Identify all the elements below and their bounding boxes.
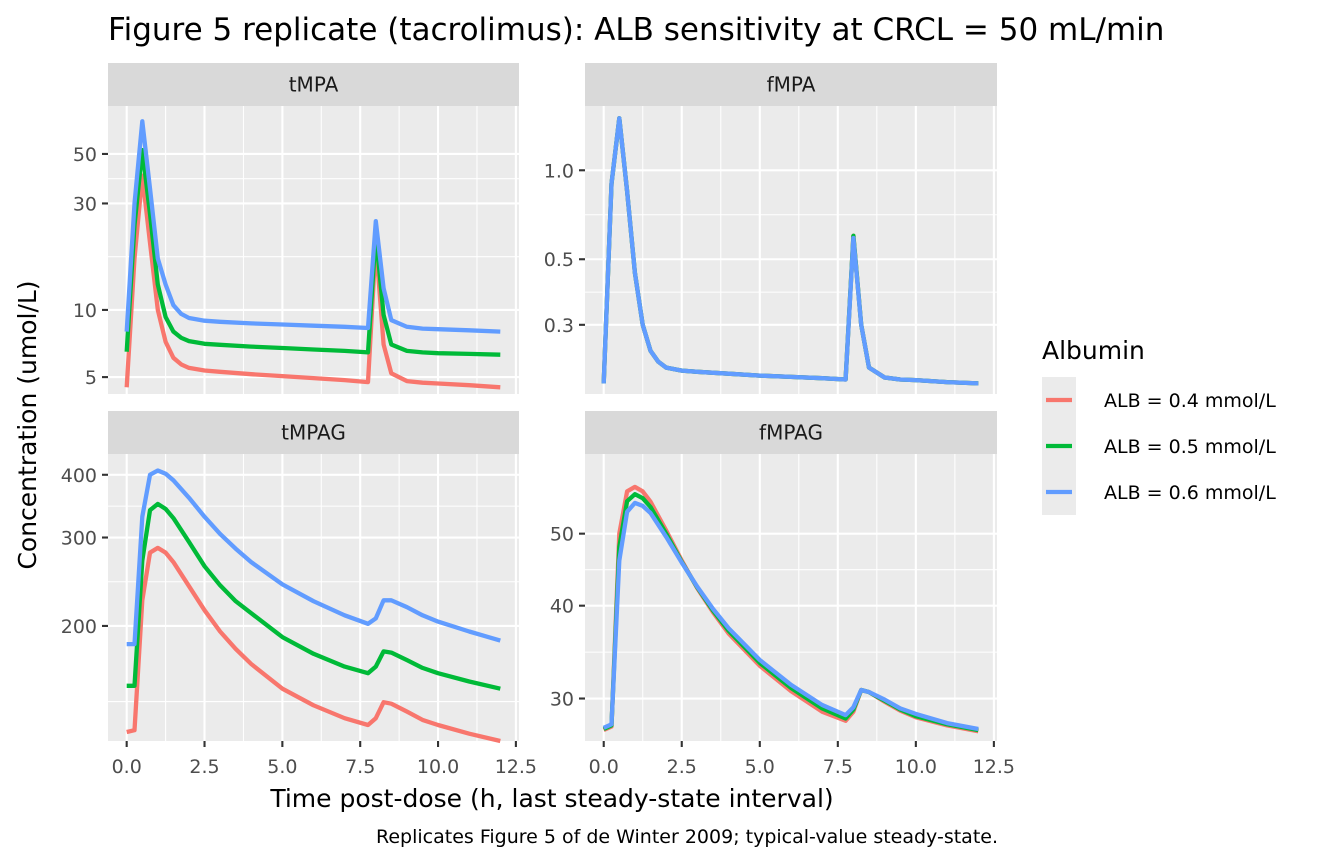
facet-strip	[585, 411, 997, 454]
x-tick-label: 5.0	[267, 756, 297, 778]
y-tick-label: 5	[85, 367, 97, 389]
legend-item: ALB = 0.6 mmol/L	[1042, 469, 1276, 515]
series-line-tMPAG-0.6	[126, 468, 501, 647]
x-tick-label: 7.5	[823, 756, 853, 778]
y-tick-label: 40	[550, 596, 574, 618]
y-tick-label: 1.0	[544, 160, 574, 182]
facet-strip-label: fMPA	[767, 73, 816, 97]
x-tick-label: 10.0	[895, 756, 937, 778]
y-tick-label: 10	[73, 300, 97, 322]
series-line-tMPAG-0.5	[126, 501, 501, 691]
x-tick-label: 0.0	[589, 756, 619, 778]
facet-strip-label: tMPAG	[281, 421, 346, 445]
x-tick-label: 12.5	[973, 756, 1015, 778]
legend-item: ALB = 0.5 mmol/L	[1042, 423, 1276, 469]
series-line-tMPA-0.6	[124, 119, 501, 334]
y-tick-label: 30	[73, 193, 97, 215]
x-tick-label: 2.5	[667, 756, 697, 778]
facet-strip-label: fMPAG	[759, 421, 823, 445]
x-axis-title: Time post-dose (h, last steady-state int…	[269, 784, 833, 813]
facet-strip	[585, 63, 997, 106]
x-tick-label: 10.0	[417, 756, 459, 778]
facet-strip	[108, 411, 519, 454]
y-tick-label: 400	[61, 465, 97, 487]
x-tick-label: 0.0	[112, 756, 142, 778]
facet-strip-label: tMPA	[289, 73, 339, 97]
panel-background	[585, 106, 997, 394]
x-tick-label: 2.5	[189, 756, 219, 778]
series-line-fMPAG-0.6	[602, 500, 979, 732]
y-tick-label: 50	[550, 524, 574, 546]
x-tick-label: 12.5	[495, 756, 537, 778]
facet-strip	[108, 63, 519, 106]
facet-panel-tMPA: tMPA 5 10 30 50	[73, 63, 519, 403]
series-line-tMPAG-0.4	[126, 545, 501, 744]
series-line-tMPA-0.4	[124, 173, 501, 390]
y-tick-label: 300	[61, 528, 97, 550]
y-axis-title: Concentration (umol/L)	[13, 280, 42, 569]
legend-item: ALB = 0.4 mmol/L	[1042, 377, 1276, 423]
legend-label: ALB = 0.4 mmol/L	[1104, 390, 1276, 412]
y-tick-label: 0.3	[544, 315, 574, 337]
legend-label: ALB = 0.6 mmol/L	[1104, 482, 1276, 504]
panel-background	[108, 454, 519, 741]
y-tick-label: 30	[550, 689, 574, 711]
series-line-tMPA-0.5	[124, 147, 501, 357]
facet-panels: tMPA 5 10 30 50 fMPA 0.3 0.5 1.0 tMPAG 200 300 400 0.…	[61, 63, 1015, 778]
chart-caption: Replicates Figure 5 of de Winter 2009; t…	[376, 826, 998, 848]
y-tick-label: 50	[73, 144, 97, 166]
facet-panel-tMPAG: tMPAG 200 300 400 0.0 2.5 5.0 7.5 10.0 12.5	[61, 411, 537, 778]
legend-label: ALB = 0.5 mmol/L	[1104, 436, 1276, 458]
y-tick-label: 200	[61, 616, 97, 638]
chart-title: Figure 5 replicate (tacrolimus): ALB sen…	[108, 12, 1164, 48]
facet-panel-fMPA: fMPA 0.3 0.5 1.0	[544, 63, 997, 394]
facet-panel-fMPAG: fMPAG 30 40 50 0.0 2.5 5.0 7.5 10.0 12.5	[550, 411, 1015, 778]
y-tick-label: 0.5	[544, 249, 574, 271]
x-tick-label: 7.5	[345, 756, 375, 778]
legend: Albumin ALB = 0.4 mmol/L ALB = 0.5 mmol/L…	[1042, 336, 1276, 515]
x-tick-label: 5.0	[745, 756, 775, 778]
series-line-fMPA-0.6	[601, 116, 979, 386]
legend-title: Albumin	[1042, 336, 1145, 365]
